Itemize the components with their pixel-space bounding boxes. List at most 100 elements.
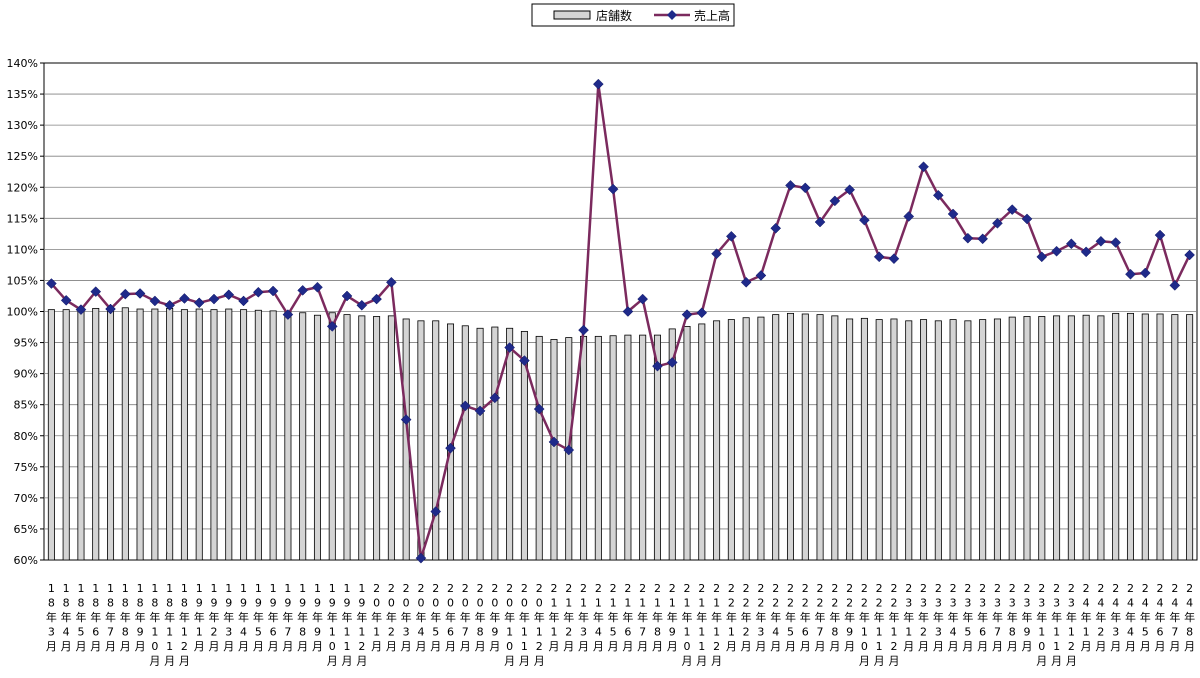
bar	[1082, 314, 1090, 561]
bar	[121, 307, 129, 561]
bar	[195, 308, 203, 561]
bar	[609, 335, 617, 561]
bar	[1097, 315, 1105, 561]
bar	[328, 312, 336, 561]
line-marker	[622, 306, 634, 317]
line-marker	[119, 288, 131, 300]
bar	[594, 335, 602, 561]
bar	[860, 317, 868, 561]
line-marker	[977, 233, 989, 245]
y-tick-label: 115%	[7, 212, 38, 225]
bar	[476, 327, 484, 561]
bar	[387, 315, 395, 561]
y-tick-label: 60%	[14, 554, 38, 567]
bar	[62, 309, 70, 561]
bar	[77, 309, 85, 561]
line-marker	[844, 184, 855, 196]
line-marker	[799, 182, 811, 194]
line-marker	[312, 281, 323, 293]
bar	[1067, 315, 1075, 561]
line-marker	[696, 307, 708, 319]
bar	[432, 320, 440, 561]
bar	[107, 307, 115, 561]
bar	[254, 309, 262, 561]
line-marker	[578, 324, 589, 336]
bar	[1008, 316, 1016, 561]
bar	[801, 313, 809, 561]
line-marker	[962, 232, 974, 244]
line-marker	[1006, 204, 1018, 215]
bar	[343, 314, 351, 561]
y-axis: 60% 65% 70% 75% 80% 85% 90% 95% 100% 105% 110% 115%…	[7, 57, 44, 567]
bar	[136, 308, 144, 561]
bar	[934, 320, 942, 561]
y-tick-label: 90%	[14, 368, 38, 381]
line-marker	[1080, 246, 1092, 258]
bar	[757, 316, 765, 561]
line-marker	[430, 506, 442, 517]
line-marker	[1169, 280, 1181, 291]
line-marker	[223, 289, 235, 301]
gridlines	[44, 93, 1197, 530]
line-marker	[1125, 268, 1136, 280]
bar	[698, 323, 706, 561]
line-marker	[164, 299, 176, 311]
bar	[1023, 316, 1031, 561]
bar	[1141, 313, 1149, 561]
y-tick-label: 110%	[7, 243, 38, 256]
bar	[1053, 315, 1061, 561]
line-marker	[267, 285, 279, 297]
line-marker	[726, 230, 737, 242]
y-tick-label: 70%	[14, 492, 38, 505]
line-marker	[903, 211, 915, 222]
line-marker	[607, 183, 619, 195]
bar	[1186, 314, 1194, 561]
line-marker	[75, 304, 87, 315]
y-tick-label: 75%	[14, 461, 38, 474]
legend-line-marker	[667, 10, 677, 20]
legend-box	[531, 3, 735, 27]
bar	[1112, 312, 1120, 561]
legend-bar-label: 店舗数	[596, 8, 632, 23]
bar	[668, 328, 676, 561]
bar	[1038, 316, 1046, 561]
line-marker	[859, 214, 870, 226]
line-marker	[326, 321, 338, 332]
line-marker	[386, 276, 397, 288]
bar	[875, 319, 883, 561]
line-marker	[740, 276, 752, 288]
bar	[417, 320, 425, 561]
line-marker	[533, 403, 545, 415]
line-marker	[785, 180, 796, 191]
line-marker	[179, 293, 190, 304]
bar	[210, 309, 218, 561]
